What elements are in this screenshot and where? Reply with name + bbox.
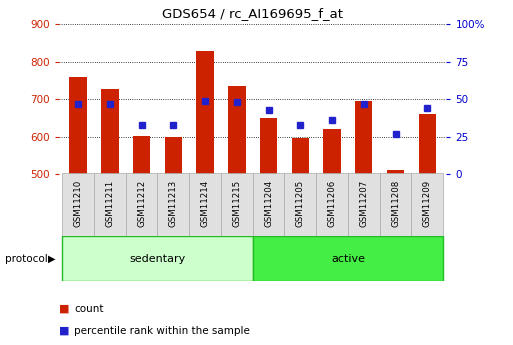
Bar <box>411 172 443 236</box>
Text: ▶: ▶ <box>48 254 55 264</box>
Bar <box>157 172 189 236</box>
Bar <box>196 51 214 174</box>
Text: GSM11205: GSM11205 <box>296 179 305 227</box>
Bar <box>253 172 284 236</box>
Text: GSM11214: GSM11214 <box>201 179 209 227</box>
Text: percentile rank within the sample: percentile rank within the sample <box>74 326 250 335</box>
Text: ■: ■ <box>59 326 69 335</box>
Bar <box>62 236 253 281</box>
Bar <box>101 89 119 174</box>
Bar <box>228 87 246 174</box>
Bar <box>291 138 309 174</box>
Bar <box>316 172 348 236</box>
Text: protocol: protocol <box>5 254 48 264</box>
Bar <box>94 172 126 236</box>
Text: GSM11210: GSM11210 <box>73 179 83 227</box>
Text: GSM11213: GSM11213 <box>169 179 178 227</box>
Bar <box>323 129 341 174</box>
Text: GSM11212: GSM11212 <box>137 179 146 227</box>
Bar <box>380 172 411 236</box>
Bar <box>348 172 380 236</box>
Text: count: count <box>74 304 104 314</box>
Bar <box>387 170 404 174</box>
Text: GSM11208: GSM11208 <box>391 179 400 227</box>
Bar <box>189 172 221 236</box>
Bar <box>419 114 436 174</box>
Text: GSM11211: GSM11211 <box>105 179 114 227</box>
Text: GSM11204: GSM11204 <box>264 179 273 227</box>
Text: GSM11207: GSM11207 <box>359 179 368 227</box>
Bar <box>62 172 94 236</box>
Bar <box>133 136 150 174</box>
Text: ■: ■ <box>59 304 69 314</box>
Bar <box>221 172 253 236</box>
Text: GSM11206: GSM11206 <box>327 179 337 227</box>
Bar <box>69 77 87 174</box>
Bar <box>284 172 316 236</box>
Bar <box>355 101 372 174</box>
Text: GSM11215: GSM11215 <box>232 179 241 227</box>
Text: GSM11209: GSM11209 <box>423 180 432 227</box>
Bar <box>253 236 443 281</box>
Title: GDS654 / rc_AI169695_f_at: GDS654 / rc_AI169695_f_at <box>162 7 343 20</box>
Bar <box>260 118 277 174</box>
Bar <box>126 172 157 236</box>
Text: sedentary: sedentary <box>129 254 186 264</box>
Bar <box>165 137 182 174</box>
Text: active: active <box>331 254 365 264</box>
